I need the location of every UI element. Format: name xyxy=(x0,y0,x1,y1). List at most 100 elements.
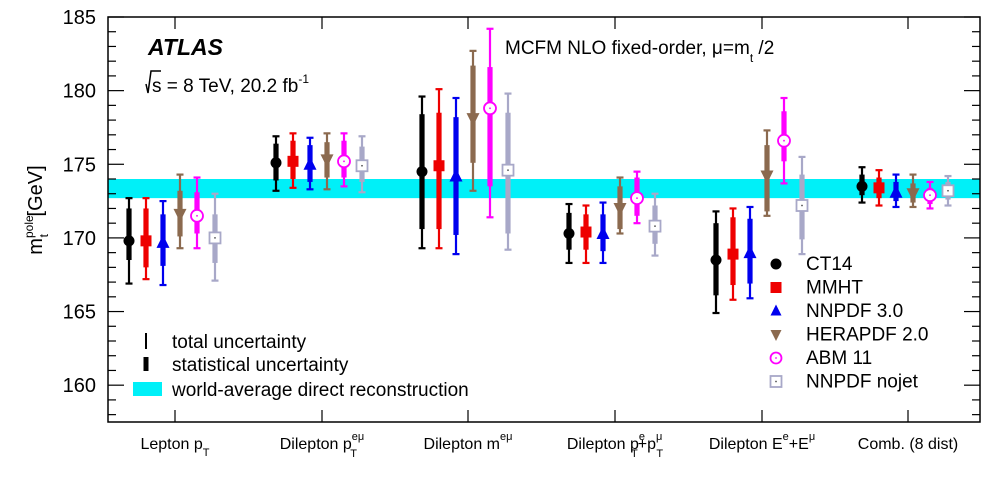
marker-center-dot xyxy=(343,160,345,163)
marker-triangle-down xyxy=(466,113,480,127)
world-average-band xyxy=(108,179,980,199)
legend-label: NNPDF nojet xyxy=(806,372,919,393)
data-point xyxy=(270,135,282,192)
data-point xyxy=(320,132,334,191)
marker-center-dot xyxy=(196,214,198,217)
category-labels: Lepton pT Dilepton peμ T Dilepton meμ Dilept… xyxy=(140,431,958,460)
data-point xyxy=(208,192,222,282)
data-point xyxy=(906,173,920,209)
world-average-label: world-average direct reconstruction xyxy=(171,380,469,401)
category-label: Dilepton Ee+Eμ xyxy=(709,431,815,453)
marker-center-dot xyxy=(654,225,656,228)
data-point xyxy=(173,173,187,250)
marker-triangle-down xyxy=(760,170,774,184)
category-label: Dilepton pe T+pμ T xyxy=(567,431,664,460)
legend-entry: ABM 11 xyxy=(769,348,872,369)
marker-circle xyxy=(710,254,722,266)
atlas-label: ATLAS xyxy=(147,34,224,60)
data-point xyxy=(287,132,299,189)
plot-frame xyxy=(107,16,981,423)
marker-center-dot xyxy=(801,204,803,207)
y-tick-label: 170 xyxy=(63,228,96,250)
data-point xyxy=(727,207,739,301)
y-tick-label: 165 xyxy=(63,302,96,324)
marker-triangle-down xyxy=(613,202,627,216)
marker-triangle-up xyxy=(596,225,610,239)
marker-center-dot xyxy=(947,189,949,192)
energy-text: s = 8 TeV, 20.2 fb-1 xyxy=(152,72,309,97)
data-point xyxy=(941,174,955,207)
marker-circle xyxy=(123,235,135,247)
total-uncertainty-label: total uncertainty xyxy=(172,332,307,353)
legend-entry: NNPDF 3.0 xyxy=(770,301,903,322)
legend-entry: CT14 xyxy=(770,254,853,275)
data-point xyxy=(923,180,937,210)
data-point xyxy=(337,132,351,188)
marker-center-dot xyxy=(783,139,785,142)
marker-center-dot xyxy=(507,169,509,172)
marker-triangle-up xyxy=(303,156,317,170)
data-point xyxy=(856,166,868,204)
marker-square xyxy=(287,155,299,167)
legend-label: MMHT xyxy=(806,278,863,299)
data-point xyxy=(613,176,627,235)
data-point xyxy=(416,95,428,250)
uncertainty-legend: total uncertainty statistical uncertaint… xyxy=(133,332,469,401)
sqrt-sign xyxy=(145,70,161,94)
mcfm-label: MCFM NLO fixed-order, μ=mt /2 xyxy=(505,38,774,65)
category-label: Dilepton peμ T xyxy=(280,431,365,460)
data-point xyxy=(743,205,757,300)
data-point xyxy=(433,88,445,250)
y-tick-labels: 160 165 170 175 180 185 xyxy=(63,7,96,397)
marker-circle xyxy=(270,157,282,169)
category-label: Dilepton meμ xyxy=(424,431,513,453)
y-tick-label: 175 xyxy=(63,154,96,176)
data-point xyxy=(355,135,369,194)
axis-ticks xyxy=(108,16,980,422)
marker-triangle-down xyxy=(770,330,782,341)
data-point xyxy=(303,136,317,191)
marker-triangle-up xyxy=(743,245,757,259)
marker-triangle-down xyxy=(173,208,187,222)
legend-label: HERAPDF 2.0 xyxy=(806,325,928,346)
marker-circle xyxy=(416,166,428,178)
y-tick-label: 180 xyxy=(63,81,96,103)
data-point xyxy=(760,129,774,217)
data-point xyxy=(123,197,135,285)
stat-error-bar xyxy=(126,208,132,260)
legend-entry: MMHT xyxy=(770,278,863,299)
data-point xyxy=(483,27,497,219)
data-point xyxy=(889,173,903,209)
stat-error-bar xyxy=(487,67,493,187)
category-label: Lepton pT xyxy=(140,436,209,459)
marker-center-dot xyxy=(361,164,363,167)
energy-label: s = 8 TeV, 20.2 fb-1 xyxy=(145,70,309,97)
marker-square xyxy=(433,160,445,172)
data-point xyxy=(466,49,480,192)
legend-label: NNPDF 3.0 xyxy=(806,301,903,322)
legend-label: ABM 11 xyxy=(806,348,872,369)
marker-center-dot xyxy=(489,107,491,110)
marker-center-dot xyxy=(636,197,638,200)
data-point xyxy=(873,169,885,207)
category-label: Comb. (8 dist) xyxy=(858,436,958,453)
marker-square xyxy=(770,282,782,293)
y-tick-label: 160 xyxy=(63,375,96,397)
marker-center-dot xyxy=(775,380,777,383)
marker-triangle-down xyxy=(906,188,920,202)
data-point xyxy=(648,192,662,257)
stat-uncertainty-label: statistical uncertainty xyxy=(172,355,349,376)
data-point xyxy=(596,201,610,265)
marker-square xyxy=(140,235,152,247)
data-point xyxy=(156,199,170,287)
legend-entry: HERAPDF 2.0 xyxy=(770,325,928,346)
stat-uncertainty-marker xyxy=(143,357,149,371)
legend-entry: NNPDF nojet xyxy=(769,372,919,393)
marker-square xyxy=(727,248,739,260)
data-point xyxy=(449,96,463,256)
data-point xyxy=(710,210,722,315)
marker-circle xyxy=(563,227,575,239)
marker-circle xyxy=(770,258,782,270)
